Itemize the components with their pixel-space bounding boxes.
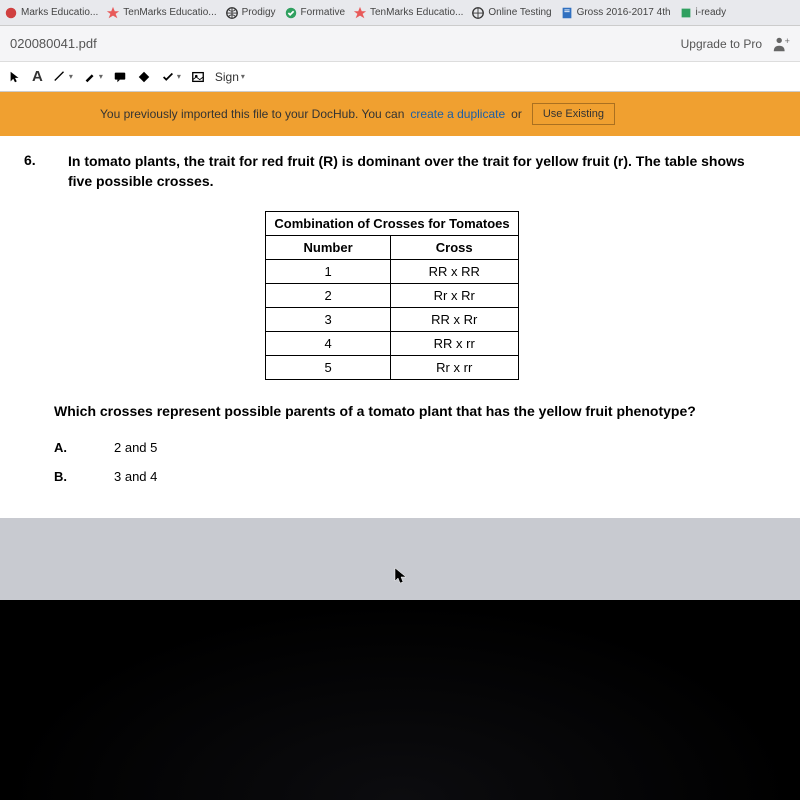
import-banner: You previously imported this file to you… <box>0 92 800 136</box>
comment-tool[interactable] <box>113 70 127 84</box>
table-row: 1RR x RR <box>266 260 518 284</box>
toolbar: A ▾ ▾ ▾ Sign▾ <box>0 62 800 92</box>
choice-a: A. 2 and 5 <box>54 440 760 455</box>
bookmark-label: Formative <box>301 7 345 18</box>
sign-tool[interactable]: Sign▾ <box>215 70 245 84</box>
bookmark-item[interactable]: Prodigy <box>225 6 276 20</box>
chevron-down-icon: ▾ <box>99 72 103 81</box>
doc-icon <box>560 6 574 20</box>
choice-letter: A. <box>54 440 74 455</box>
cell: RR x rr <box>390 332 518 356</box>
cell: RR x Rr <box>390 308 518 332</box>
bookmarks-bar: Marks Educatio... TenMarks Educatio... P… <box>0 0 800 26</box>
table-title: Combination of Crosses for Tomatoes <box>266 212 518 236</box>
bookmark-label: Online Testing <box>488 7 551 18</box>
cell: Rr x rr <box>390 356 518 380</box>
chevron-down-icon: ▾ <box>69 72 73 81</box>
cell: 5 <box>266 356 390 380</box>
use-existing-button[interactable]: Use Existing <box>532 103 615 125</box>
burst-icon <box>353 6 367 20</box>
cell: 2 <box>266 284 390 308</box>
bookmark-item[interactable]: Gross 2016-2017 4th <box>560 6 671 20</box>
bookmark-label: TenMarks Educatio... <box>370 7 463 18</box>
upgrade-link[interactable]: Upgrade to Pro <box>681 37 762 51</box>
table-row: 2Rr x Rr <box>266 284 518 308</box>
bookmark-item[interactable]: TenMarks Educatio... <box>106 6 216 20</box>
bookmark-item[interactable]: Marks Educatio... <box>4 6 98 20</box>
bookmark-item[interactable]: Formative <box>284 6 345 20</box>
sign-label: Sign <box>215 70 239 84</box>
create-duplicate-link[interactable]: create a duplicate <box>410 107 505 121</box>
cell: Rr x Rr <box>390 284 518 308</box>
highlight-tool[interactable]: ▾ <box>83 70 103 84</box>
banner-or: or <box>511 107 522 121</box>
mouse-cursor-icon <box>394 567 408 585</box>
document-area: 6. In tomato plants, the trait for red f… <box>0 136 800 518</box>
chevron-down-icon: ▾ <box>241 72 245 81</box>
cell: 1 <box>266 260 390 284</box>
cell: 3 <box>266 308 390 332</box>
header-row: 020080041.pdf Upgrade to Pro + <box>0 26 800 62</box>
screen-reflection <box>0 600 800 800</box>
bookmark-label: Prodigy <box>242 7 276 18</box>
table-row: 4RR x rr <box>266 332 518 356</box>
filename-label: 020080041.pdf <box>10 36 97 51</box>
globe-icon <box>225 6 239 20</box>
choice-letter: B. <box>54 469 74 484</box>
table-row: 3RR x Rr <box>266 308 518 332</box>
text-tool[interactable]: A <box>32 68 43 85</box>
cube-icon <box>679 6 693 20</box>
globe-icon <box>471 6 485 20</box>
bookmark-item[interactable]: TenMarks Educatio... <box>353 6 463 20</box>
bookmark-label: TenMarks Educatio... <box>123 7 216 18</box>
svg-text:+: + <box>785 36 790 46</box>
stamp-tool[interactable] <box>137 70 151 84</box>
choice-b: B. 3 and 4 <box>54 469 760 484</box>
check-circle-icon <box>284 6 298 20</box>
draw-tool[interactable]: ▾ <box>53 70 73 84</box>
bookmark-item[interactable]: Online Testing <box>471 6 551 20</box>
cell: RR x RR <box>390 260 518 284</box>
bookmark-item[interactable]: i-ready <box>679 6 727 20</box>
table-header: Cross <box>390 236 518 260</box>
cursor-tool[interactable] <box>8 70 22 84</box>
image-tool[interactable] <box>191 70 205 84</box>
choice-text: 2 and 5 <box>114 440 157 455</box>
crosses-table: Combination of Crosses for Tomatoes Numb… <box>265 211 518 380</box>
chevron-down-icon: ▾ <box>177 72 181 81</box>
subquestion-text: Which crosses represent possible parents… <box>54 402 760 422</box>
table-row: 5Rr x rr <box>266 356 518 380</box>
check-tool[interactable]: ▾ <box>161 70 181 84</box>
bookmark-label: Marks Educatio... <box>21 7 98 18</box>
cell: 4 <box>266 332 390 356</box>
question-number: 6. <box>24 152 48 191</box>
star-icon <box>4 6 18 20</box>
banner-text: You previously imported this file to you… <box>100 107 404 121</box>
table-header: Number <box>266 236 390 260</box>
question-text: In tomato plants, the trait for red frui… <box>68 152 760 191</box>
burst-icon <box>106 6 120 20</box>
bookmark-label: Gross 2016-2017 4th <box>577 7 671 18</box>
bookmark-label: i-ready <box>696 7 727 18</box>
choice-text: 3 and 4 <box>114 469 157 484</box>
add-person-icon[interactable]: + <box>772 35 790 53</box>
